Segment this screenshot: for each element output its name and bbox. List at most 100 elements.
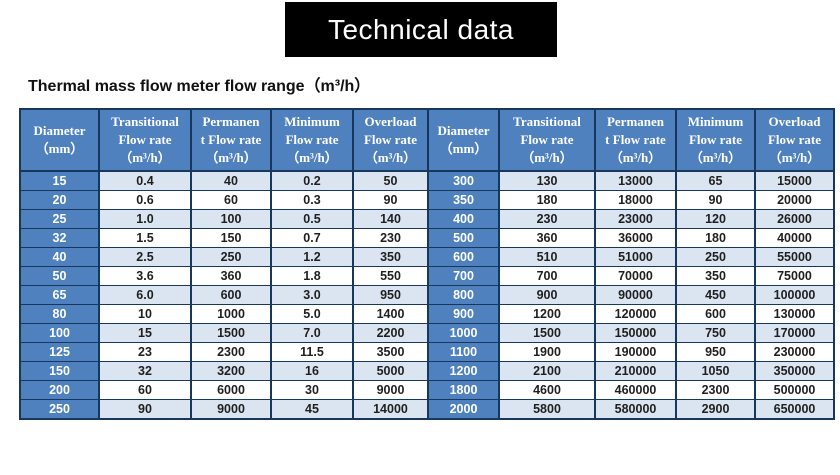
value-cell: 130 <box>498 170 596 191</box>
value-cell: 90 <box>675 189 756 210</box>
col-header-line: （mm） <box>35 140 84 156</box>
diameter-cell: 2000 <box>427 398 500 420</box>
value-cell: 190000 <box>594 341 677 362</box>
value-cell: 2100 <box>498 360 596 381</box>
value-cell: 90 <box>98 398 192 420</box>
value-cell: 360 <box>498 227 596 248</box>
col-header-line: Minimum <box>284 114 340 129</box>
value-cell: 1.8 <box>270 265 354 286</box>
table-row: 125 23 2300 11.5 3500 1100 1900 190000 950 230000 <box>19 341 835 362</box>
col-header-permanent: Permanen t Flow rate （m³/h） <box>190 108 272 172</box>
diameter-cell: 1800 <box>427 379 500 400</box>
col-header-line: Flow rate <box>688 131 743 147</box>
diameter-cell: 900 <box>427 303 500 324</box>
col-header-line: （m³/h） <box>286 149 338 165</box>
value-cell: 1.2 <box>270 246 354 267</box>
table-row: 20 0.6 60 0.3 90 350 180 18000 90 20000 <box>19 189 835 210</box>
col-header-line: （m³/h） <box>364 149 417 165</box>
col-header-line: Flow rate <box>520 131 574 147</box>
value-cell: 0.2 <box>270 170 354 191</box>
value-cell: 60 <box>190 189 272 210</box>
value-cell: 20000 <box>754 189 835 210</box>
col-header-line: （m³/h） <box>205 149 257 165</box>
value-cell: 70000 <box>594 265 677 286</box>
value-cell: 550 <box>352 265 429 286</box>
value-cell: 230 <box>498 208 596 229</box>
value-cell: 3.6 <box>98 265 192 286</box>
value-cell: 23 <box>98 341 192 362</box>
col-header-line: （m³/h） <box>609 149 662 165</box>
value-cell: 40000 <box>754 227 835 248</box>
col-header-minimum: Minimum Flow rate （m³/h） <box>675 108 756 172</box>
value-cell: 140 <box>352 208 429 229</box>
value-cell: 100 <box>190 208 272 229</box>
value-cell: 360 <box>190 265 272 286</box>
value-cell: 75000 <box>754 265 835 286</box>
value-cell: 0.7 <box>270 227 354 248</box>
value-cell: 580000 <box>594 398 677 420</box>
col-header-permanent: Permanen t Flow rate （m³/h） <box>594 108 677 172</box>
diameter-cell: 20 <box>19 189 100 210</box>
diameter-cell: 1100 <box>427 341 500 362</box>
value-cell: 5.0 <box>270 303 354 324</box>
col-header-overload: Overload Flow rate （m³/h） <box>352 108 429 172</box>
section-title: Thermal mass flow meter flow range（m³/h） <box>28 78 371 95</box>
diameter-cell: 700 <box>427 265 500 286</box>
col-header-line: Diameter <box>437 122 490 138</box>
value-cell: 0.3 <box>270 189 354 210</box>
value-cell: 2900 <box>675 398 756 420</box>
value-cell: 7.0 <box>270 322 354 343</box>
value-cell: 230 <box>352 227 429 248</box>
flow-range-table: Diameter （mm） Transitional Flow rate （m³/h） P… <box>19 108 835 420</box>
diameter-cell: 1000 <box>427 322 500 343</box>
value-cell: 9000 <box>352 379 429 400</box>
value-cell: 700 <box>498 265 596 286</box>
table-row: 50 3.6 360 1.8 550 700 700 70000 350 75000 <box>19 265 835 286</box>
value-cell: 16 <box>270 360 354 381</box>
diameter-cell: 40 <box>19 246 100 267</box>
value-cell: 1500 <box>190 322 272 343</box>
value-cell: 180 <box>498 189 596 210</box>
diameter-cell: 500 <box>427 227 500 248</box>
value-cell: 55000 <box>754 246 835 267</box>
value-cell: 1900 <box>498 341 596 362</box>
value-cell: 23000 <box>594 208 677 229</box>
col-header-line: Flow rate <box>363 131 418 147</box>
value-cell: 130000 <box>754 303 835 324</box>
value-cell: 650000 <box>754 398 835 420</box>
value-cell: 230000 <box>754 341 835 362</box>
col-header-line: Flow rate <box>285 131 339 147</box>
diameter-cell: 1200 <box>427 360 500 381</box>
table-row: 40 2.5 250 1.2 350 600 510 51000 250 55000 <box>19 246 835 267</box>
value-cell: 1500 <box>498 322 596 343</box>
value-cell: 51000 <box>594 246 677 267</box>
table-row: 25 1.0 100 0.5 140 400 230 23000 120 26000 <box>19 208 835 229</box>
value-cell: 3500 <box>352 341 429 362</box>
value-cell: 5800 <box>498 398 596 420</box>
diameter-cell: 250 <box>19 398 100 420</box>
diameter-cell: 350 <box>427 189 500 210</box>
value-cell: 120 <box>675 208 756 229</box>
value-cell: 1200 <box>498 303 596 324</box>
value-cell: 2300 <box>675 379 756 400</box>
diameter-cell: 200 <box>19 379 100 400</box>
value-cell: 950 <box>675 341 756 362</box>
value-cell: 65 <box>675 170 756 191</box>
value-cell: 210000 <box>594 360 677 381</box>
value-cell: 600 <box>675 303 756 324</box>
value-cell: 36000 <box>594 227 677 248</box>
value-cell: 0.6 <box>98 189 192 210</box>
value-cell: 500000 <box>754 379 835 400</box>
value-cell: 460000 <box>594 379 677 400</box>
value-cell: 2200 <box>352 322 429 343</box>
value-cell: 18000 <box>594 189 677 210</box>
value-cell: 9000 <box>190 398 272 420</box>
value-cell: 26000 <box>754 208 835 229</box>
diameter-cell: 400 <box>427 208 500 229</box>
col-header-line: （m³/h） <box>689 149 742 165</box>
value-cell: 45 <box>270 398 354 420</box>
value-cell: 750 <box>675 322 756 343</box>
col-header-line: Overload <box>364 114 417 129</box>
value-cell: 1.0 <box>98 208 192 229</box>
value-cell: 11.5 <box>270 341 354 362</box>
